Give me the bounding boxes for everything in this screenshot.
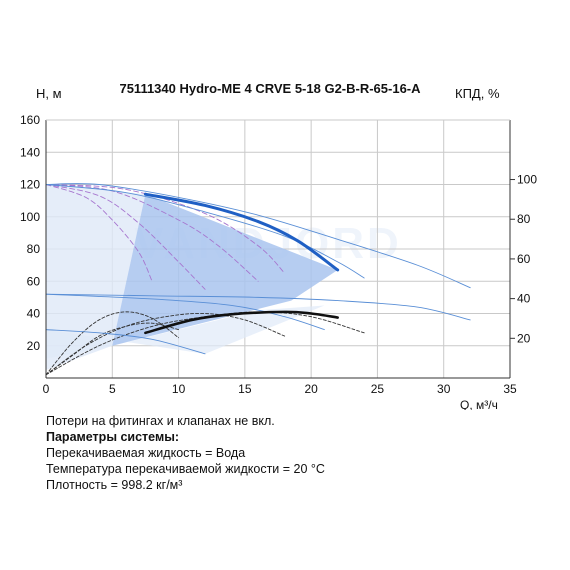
note-losses: Потери на фитингах и клапанах не вкл. xyxy=(46,414,275,428)
axes xyxy=(45,119,515,379)
y-tick-label: 40 xyxy=(27,307,41,321)
y2-axis-label: КПД, % xyxy=(455,86,500,101)
y2-tick-label: 40 xyxy=(517,292,531,306)
efficiency-curve xyxy=(45,311,180,376)
curves xyxy=(45,183,471,376)
notes-block: Потери на фитингах и клапанах не вкл. Па… xyxy=(46,413,325,493)
head-curve xyxy=(45,184,365,279)
x-tick-label: 5 xyxy=(109,382,116,396)
power-curve xyxy=(45,184,259,282)
regions xyxy=(46,184,338,370)
note-density: Плотность = 998.2 кг/м³ xyxy=(46,478,183,492)
y2-tick-label: 60 xyxy=(517,252,531,266)
x-tick-label: 15 xyxy=(238,382,252,396)
efficiency-curve xyxy=(45,312,286,376)
efficiency-curve xyxy=(45,322,180,376)
power-curve xyxy=(45,184,153,282)
efficiency-curve-main xyxy=(144,310,339,335)
head-curve xyxy=(45,293,471,321)
operating-region-light xyxy=(46,184,146,370)
y-tick-label: 140 xyxy=(20,145,40,159)
duty-region xyxy=(112,194,338,346)
x-tick-label: 30 xyxy=(437,382,451,396)
x-tick-label: 10 xyxy=(172,382,186,396)
x-tick-label: 20 xyxy=(304,382,318,396)
y-tick-label: 20 xyxy=(27,339,41,353)
head-curve xyxy=(45,329,206,355)
y-tick-label: 60 xyxy=(27,274,41,288)
power-curve xyxy=(45,184,286,274)
y-tick-label: 100 xyxy=(20,210,40,224)
note-system-params-heading: Параметры системы: xyxy=(46,430,180,444)
head-curve xyxy=(45,293,325,331)
y-tick-label: 120 xyxy=(20,178,40,192)
x-tick-label: 0 xyxy=(43,382,50,396)
x-tick-label: 25 xyxy=(371,382,385,396)
y-tick-label: 80 xyxy=(27,242,41,256)
y2-tick-label: 100 xyxy=(517,173,537,187)
power-curve xyxy=(45,184,206,290)
chart-title: 75111340 Hydro-ME 4 CRVE 5-18 G2-B-R-65-… xyxy=(119,81,421,96)
y2-tick-label: 20 xyxy=(517,331,531,345)
y-tick-label: 160 xyxy=(20,113,40,127)
head-curve xyxy=(45,183,471,289)
operating-region-lower xyxy=(46,305,325,359)
tick-labels: 0 5 10 15 20 25 30 35 20 40 60 80 100 120 140 160 20 40 60… xyxy=(20,113,537,396)
y-axis-label: H, м xyxy=(36,86,62,101)
x-axis-label: Q, м³/ч xyxy=(460,398,498,410)
x-tick-label: 35 xyxy=(503,382,517,396)
head-curve-max xyxy=(143,192,340,272)
y2-tick-label: 80 xyxy=(517,212,531,226)
note-liquid: Перекачиваемая жидкость = Вода xyxy=(46,446,246,460)
pump-performance-chart: 75111340 Hydro-ME 4 CRVE 5-18 G2-B-R-65-… xyxy=(20,81,537,410)
note-temperature: Температура перекачиваемой жидкости = 20… xyxy=(46,462,325,476)
